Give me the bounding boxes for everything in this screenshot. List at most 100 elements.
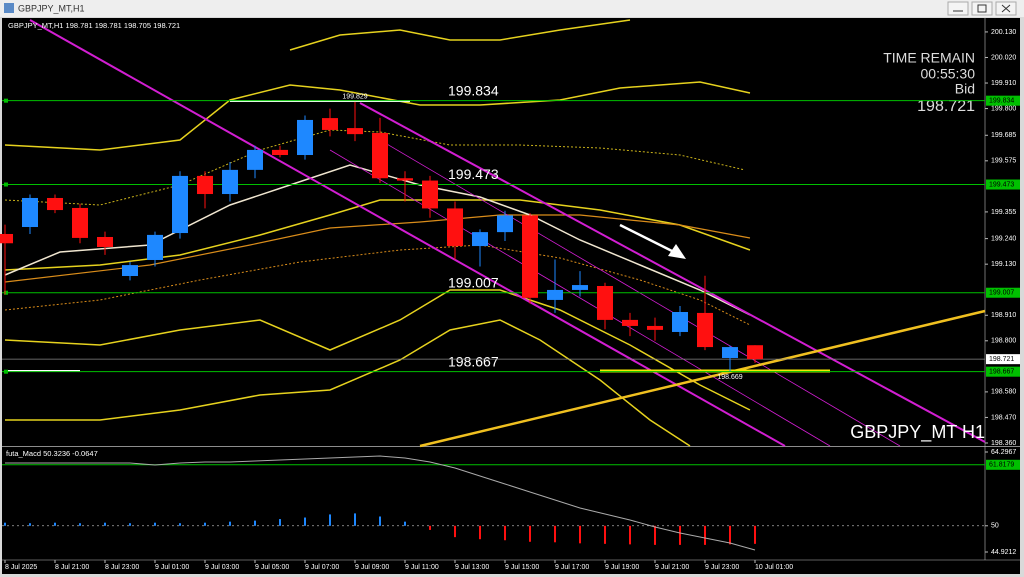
level-dot (4, 98, 8, 103)
candle-body (47, 197, 63, 211)
y-tick-label: 198.910 (991, 312, 1016, 319)
macd-bar (529, 525, 531, 542)
level-dot (4, 182, 8, 187)
x-tick-label: 9 Jul 05:00 (255, 564, 289, 571)
macd-bar (304, 517, 306, 526)
macd-bar (29, 523, 31, 526)
macd-tick-label: 44.9212 (991, 549, 1016, 556)
band-line (4, 289, 751, 411)
candle-body (322, 118, 338, 130)
window-icon (4, 3, 14, 13)
y-tick-label: 199.240 (991, 235, 1016, 242)
candle-body (222, 169, 238, 195)
x-tick-label: 8 Jul 2025 (5, 564, 37, 571)
channel-line (329, 149, 831, 447)
y-tick-label: 199.910 (991, 80, 1016, 87)
candle-body (372, 132, 388, 179)
y-tick-label: 199.130 (991, 261, 1016, 268)
y-tick-label: 199.355 (991, 209, 1016, 216)
macd-bar (604, 525, 606, 544)
channel-line (29, 19, 786, 447)
trend-line (419, 309, 986, 448)
y-tick-label: 198.800 (991, 338, 1016, 345)
macd-bar (454, 525, 456, 538)
macd-bar (654, 525, 656, 545)
candle-body (0, 233, 13, 244)
level-label: 198.667 (448, 353, 499, 369)
minimize-button[interactable] (947, 1, 969, 16)
window-buttons[interactable] (947, 1, 1017, 16)
candle-body (172, 175, 188, 234)
chart-info: GBPJPY_MT,H1 198.781 198.781 198.705 198… (8, 21, 180, 30)
maximize-button[interactable] (971, 1, 993, 16)
candle-body (122, 265, 138, 277)
macd-bar (429, 525, 431, 530)
candle-body (397, 178, 413, 181)
macd-bar (579, 525, 581, 544)
y-tick-label: 198.470 (991, 414, 1016, 421)
level-dot (4, 369, 8, 374)
level-box (986, 179, 1020, 190)
x-tick-label: 9 Jul 07:00 (305, 564, 339, 571)
candle-body (297, 119, 313, 156)
candle-body (647, 325, 663, 330)
level-box (986, 95, 1020, 106)
level-label: 199.834 (448, 82, 499, 98)
level-box (986, 366, 1020, 377)
high-annotation: 199.829 (342, 94, 367, 101)
macd-bar (329, 514, 331, 526)
macd-bar (629, 525, 631, 545)
x-tick-label: 9 Jul 17:00 (555, 564, 589, 571)
candle-body (447, 208, 463, 247)
x-tick-label: 9 Jul 03:00 (205, 564, 239, 571)
macd-bar (4, 522, 6, 526)
window-title: GBPJPY_MT,H1 (18, 3, 85, 13)
timer-time: 00:55:30 (921, 66, 976, 82)
x-tick-label: 9 Jul 13:00 (455, 564, 489, 571)
macd-bar (54, 522, 56, 526)
y-tick-label: 198.360 (991, 440, 1016, 447)
x-tick-label: 9 Jul 23:00 (705, 564, 739, 571)
watermark: GBPJPY_MT H1 (850, 422, 985, 443)
x-tick-label: 8 Jul 21:00 (55, 564, 89, 571)
y-tick-label: 199.575 (991, 158, 1016, 165)
macd-bar (229, 521, 231, 526)
maximize-glyph (977, 4, 987, 13)
candle-body (497, 215, 513, 233)
candle-body (672, 312, 688, 332)
indicator-label: futa_Macd 50.3236 -0.0647 (6, 449, 98, 458)
candle-body (597, 285, 613, 320)
candle-body (522, 215, 538, 298)
candle-body (272, 149, 288, 156)
macd-level-box (986, 459, 1020, 470)
candle-body (622, 319, 638, 326)
y-tick-label: 199.800 (991, 105, 1016, 112)
level-axis-label: 198.667 (989, 369, 1014, 376)
candle-body (22, 197, 38, 228)
y-tick-label: 199.685 (991, 132, 1016, 139)
macd-bar (404, 521, 406, 526)
x-tick-label: 9 Jul 15:00 (505, 564, 539, 571)
title-bar (0, 0, 1024, 17)
bid-axis-label: 198.721 (989, 356, 1014, 363)
macd-signal (5, 455, 756, 551)
macd-bar (479, 525, 481, 540)
timer-price: 198.721 (917, 98, 975, 115)
band-line (4, 81, 751, 151)
band-line (4, 214, 751, 283)
y-tick-label: 198.580 (991, 389, 1016, 396)
macd-bar (279, 519, 281, 526)
x-tick-label: 9 Jul 21:00 (655, 564, 689, 571)
level-label: 199.007 (448, 274, 499, 290)
macd-bar (729, 525, 731, 545)
macd-level-label: 61.8179 (989, 462, 1014, 469)
macd-bar (179, 523, 181, 526)
candle-body (197, 175, 213, 195)
macd-bar (254, 520, 256, 526)
x-tick-label: 9 Jul 01:00 (155, 564, 189, 571)
level-axis-label: 199.834 (989, 98, 1014, 105)
candle-body (722, 347, 738, 358)
candle-body (72, 207, 88, 238)
candle-body (97, 236, 113, 247)
